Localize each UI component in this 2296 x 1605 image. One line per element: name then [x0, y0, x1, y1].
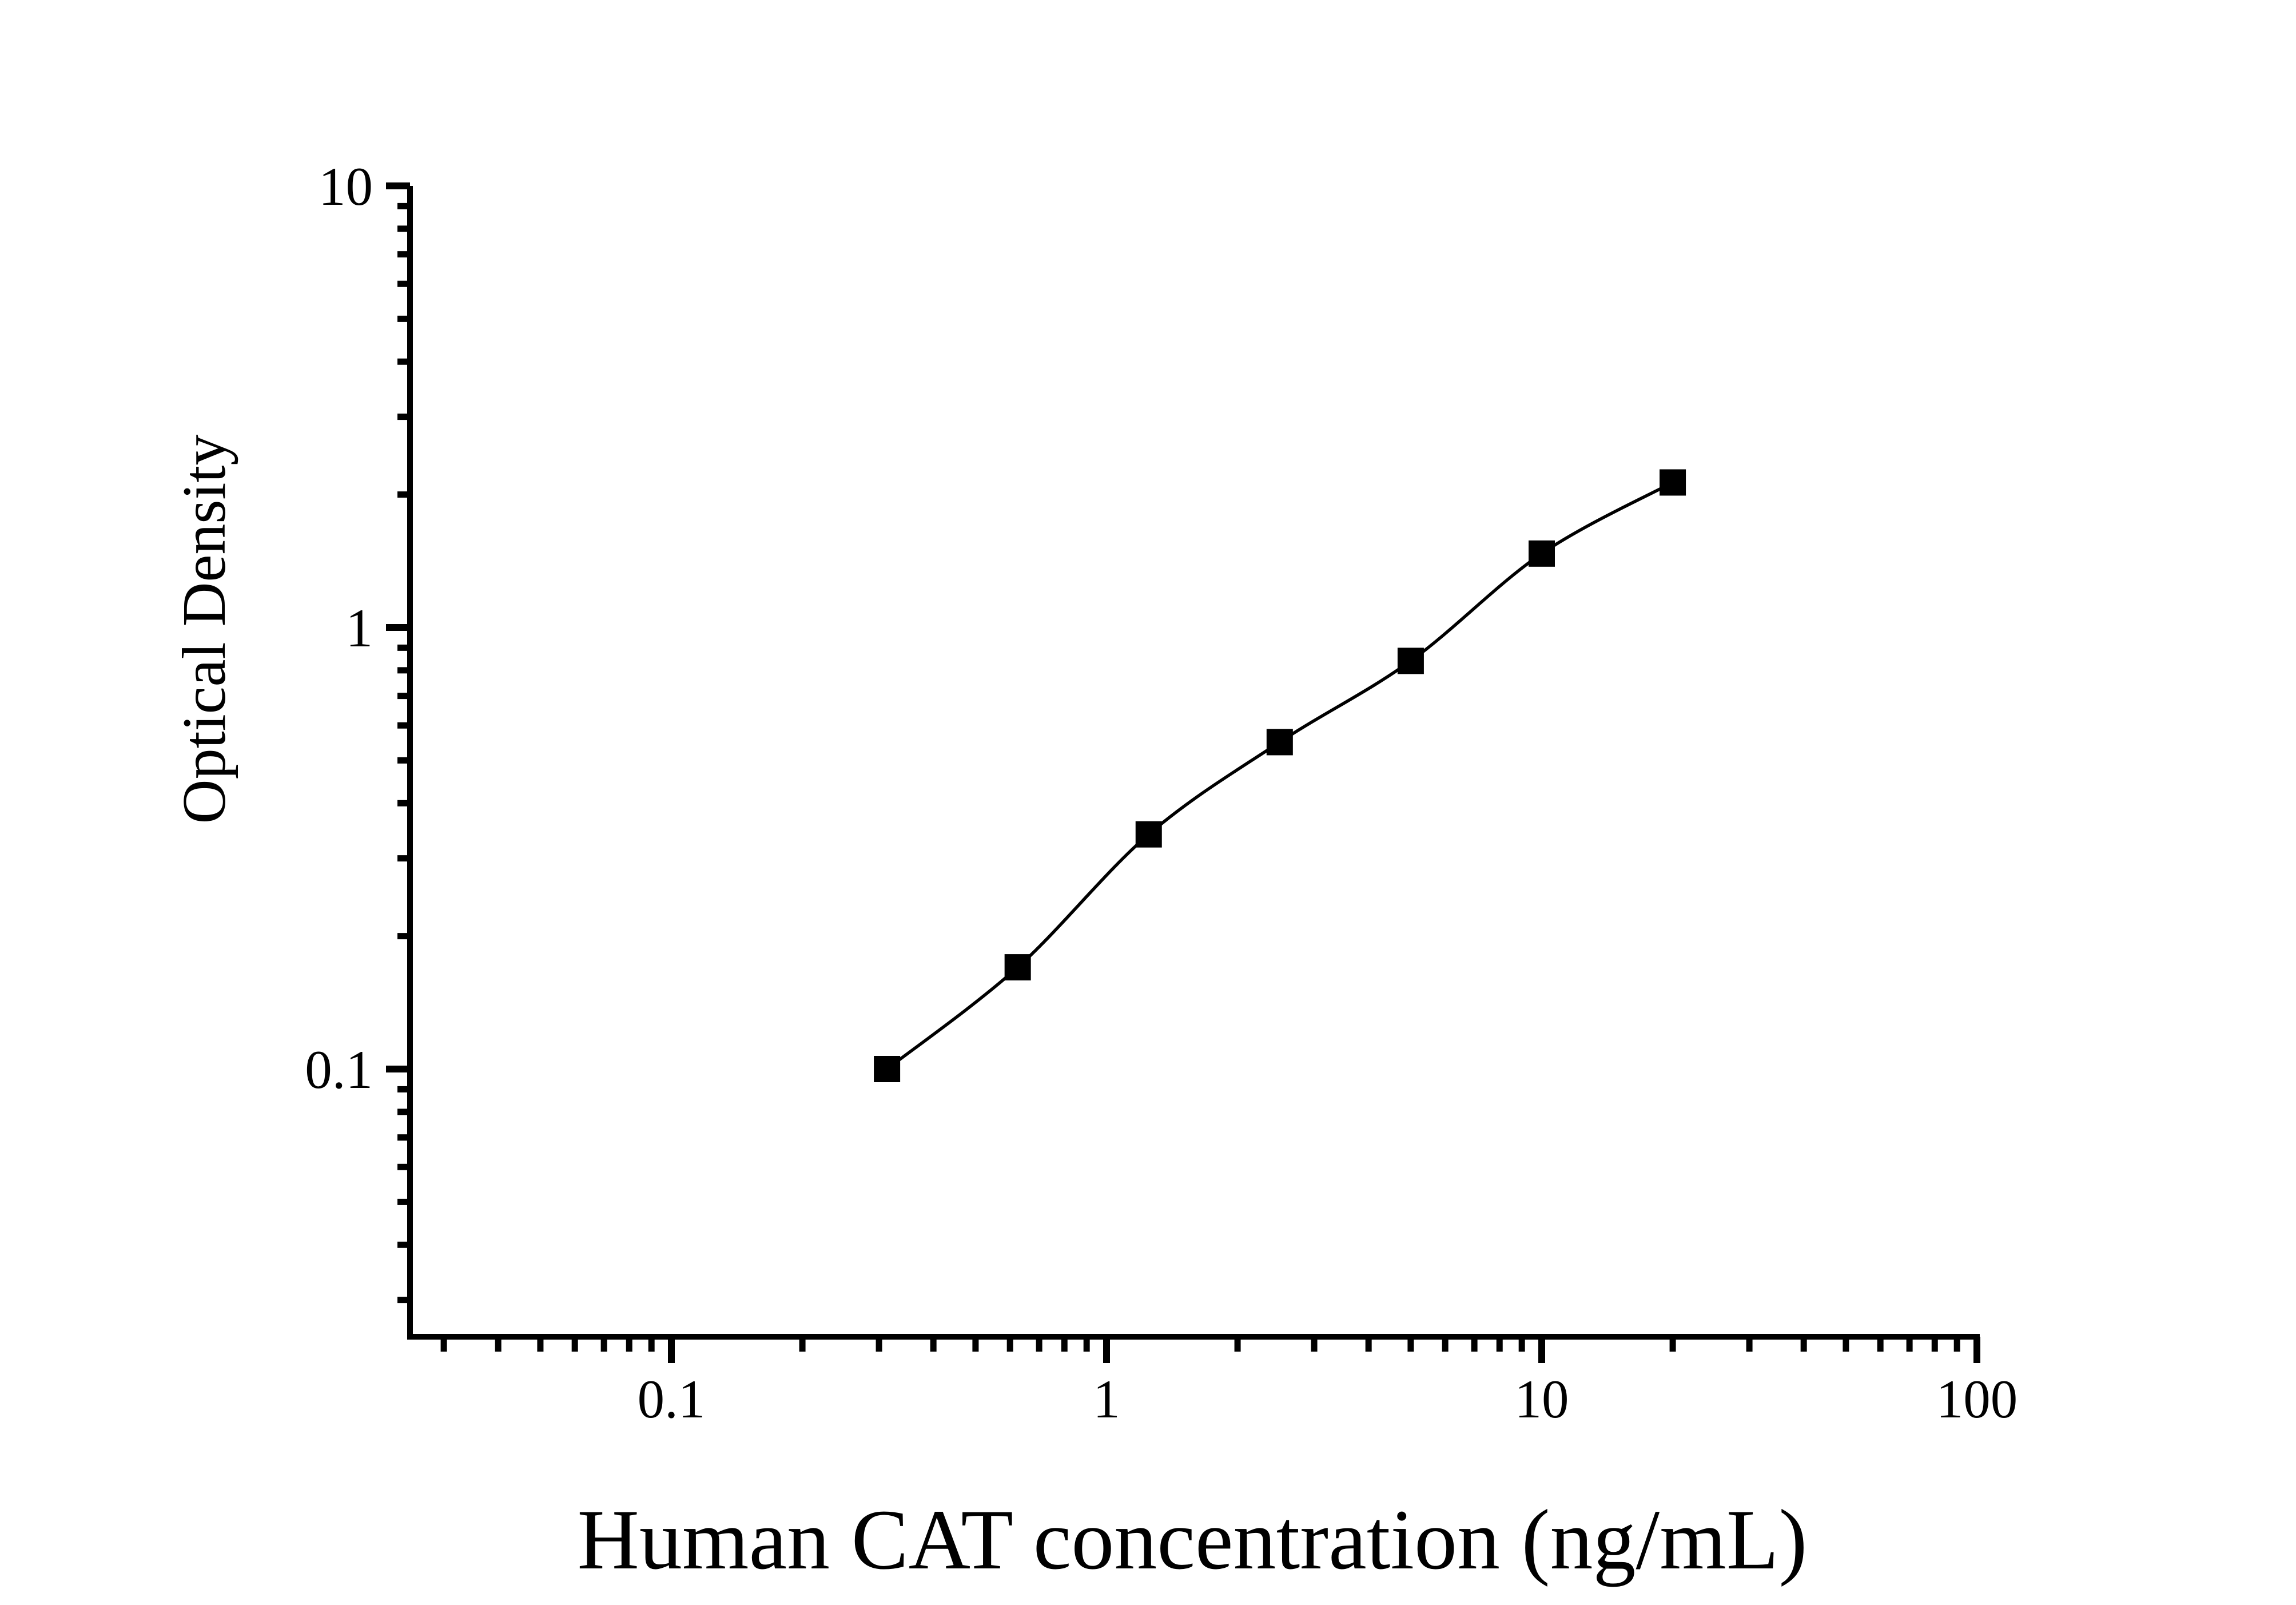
y-axis-title: Optical Density [170, 435, 238, 824]
x-tick-label: 1 [1093, 1369, 1120, 1429]
y-tick-label: 10 [319, 156, 373, 217]
y-tick-label: 0.1 [305, 1039, 373, 1100]
data-point-marker [1529, 540, 1555, 567]
x-tick-label: 100 [1936, 1369, 2018, 1429]
axes-layer [386, 182, 1980, 1363]
data-point-marker [874, 1056, 901, 1082]
x-tick-label: 10 [1515, 1369, 1569, 1429]
data-point-layer [874, 469, 1686, 1082]
data-point-marker [1266, 729, 1293, 756]
y-tick-label: 1 [346, 598, 373, 658]
x-axis-title: Human CAT concentration (ng/mL) [578, 1492, 1808, 1587]
data-point-marker [1397, 647, 1424, 674]
data-point-marker [1135, 821, 1162, 848]
fit-curve-layer [886, 481, 1674, 1071]
tick-label-layer: 0.1 1 10 100 0.1 1 10 [305, 156, 2018, 1429]
fit-curve [886, 481, 1674, 1071]
data-point-marker [1004, 954, 1031, 981]
data-point-marker [1660, 469, 1686, 496]
x-tick-label: 0.1 [638, 1369, 706, 1429]
